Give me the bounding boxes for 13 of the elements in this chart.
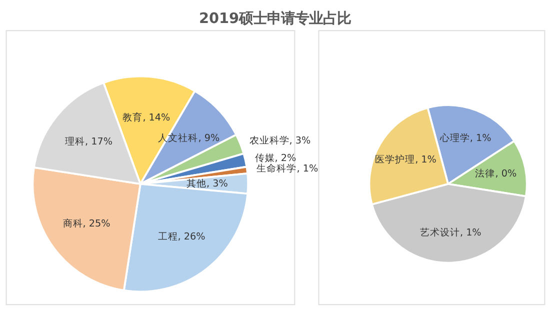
slice-label: 其他, 3% — [186, 178, 228, 190]
slice-label: 农业科学, 3% — [249, 134, 311, 146]
slice-label: 生命科学, 1% — [256, 162, 318, 175]
slice-label: 商科, 25% — [62, 217, 110, 230]
slice-label: 传媒, 2% — [254, 152, 296, 164]
slice-label: 艺术设计, 1% — [420, 226, 482, 239]
slice-label: 理科, 17% — [65, 135, 113, 148]
slice-label: 心理学, 1% — [438, 132, 492, 144]
chart-title: 2019硕士申请专业占比 — [198, 10, 352, 27]
slice-label: 工程, 26% — [158, 231, 206, 242]
slice-label: 法律, 0% — [475, 168, 517, 180]
slice-label: 教育, 14% — [122, 111, 170, 124]
slice-label: 医学护理, 1% — [375, 153, 436, 166]
